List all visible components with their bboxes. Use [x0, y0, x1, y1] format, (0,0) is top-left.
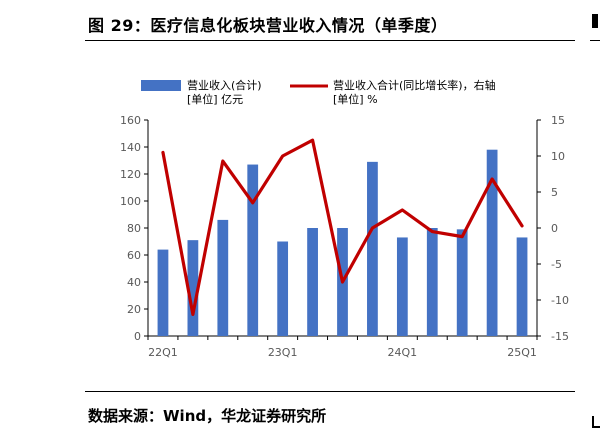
revenue-bar [396, 237, 408, 336]
yoy-growth-line [161, 138, 524, 316]
source-divider [85, 391, 575, 392]
left-y-tick-label: 60 [127, 249, 141, 262]
revenue-bar [426, 228, 438, 336]
revenue-bar [486, 149, 498, 336]
left-y-tick-label: 40 [127, 276, 141, 289]
legend-bar-unit: [单位] 亿元 [187, 92, 243, 106]
revenue-bar [307, 228, 318, 336]
right-y-tick-label: -5 [551, 258, 562, 271]
revenue-bar [367, 161, 378, 336]
right-y-tick-label: -10 [551, 294, 569, 307]
figure-title: 图 29：医疗信息化板块营业收入情况（单季度） [88, 16, 448, 35]
x-tick-label: 25Q1 [507, 346, 537, 359]
legend-bar-swatch [141, 80, 181, 91]
title-divider [85, 40, 575, 41]
left-y-tick-label: 140 [120, 141, 141, 154]
revenue-bar [456, 229, 468, 336]
legend-line-unit: [单位] % [333, 92, 378, 106]
revenue-bar [157, 249, 169, 336]
revenue-bar [187, 240, 199, 336]
x-tick-label: 22Q1 [148, 346, 178, 359]
x-tick-label: 24Q1 [388, 346, 418, 359]
chart-legend: 营业收入(合计)[单位] 亿元 营业收入合计(同比增长率)，右轴[单位] % [141, 78, 496, 106]
chart-axes: 0 20 40 60 80 100 120 140 160 -15 -10 -5 0 5 10 15 22Q1 2… [120, 114, 569, 359]
revenue-bar [277, 241, 289, 336]
right-y-tick-label: -15 [551, 330, 569, 343]
line-series [161, 138, 524, 316]
adjacent-source-fragment [592, 416, 600, 428]
right-y-tick-label: 10 [551, 150, 565, 163]
left-y-tick-label: 100 [120, 195, 141, 208]
left-y-tick-label: 80 [127, 222, 141, 235]
left-y-tick-label: 20 [127, 303, 141, 316]
left-y-tick-label: 120 [120, 168, 141, 181]
adjacent-figure-title-fragment [592, 14, 598, 28]
adjacent-figure-divider [590, 40, 600, 41]
x-tick-label: 23Q1 [268, 346, 298, 359]
right-y-tick-label: 15 [551, 114, 565, 127]
revenue-bar [516, 237, 528, 336]
left-y-tick-label: 0 [134, 330, 141, 343]
right-y-tick-label: 0 [551, 222, 558, 235]
data-source-note: 数据来源：Wind，华龙证券研究所 [88, 407, 327, 425]
legend-bar-label: 营业收入(合计) [187, 78, 262, 92]
revenue-bar [217, 219, 229, 336]
revenue-bar [247, 164, 259, 336]
bar-series [157, 149, 528, 336]
legend-line-label: 营业收入合计(同比增长率)，右轴 [333, 78, 496, 92]
right-y-tick-label: 5 [551, 186, 558, 199]
left-y-tick-label: 160 [120, 114, 141, 127]
